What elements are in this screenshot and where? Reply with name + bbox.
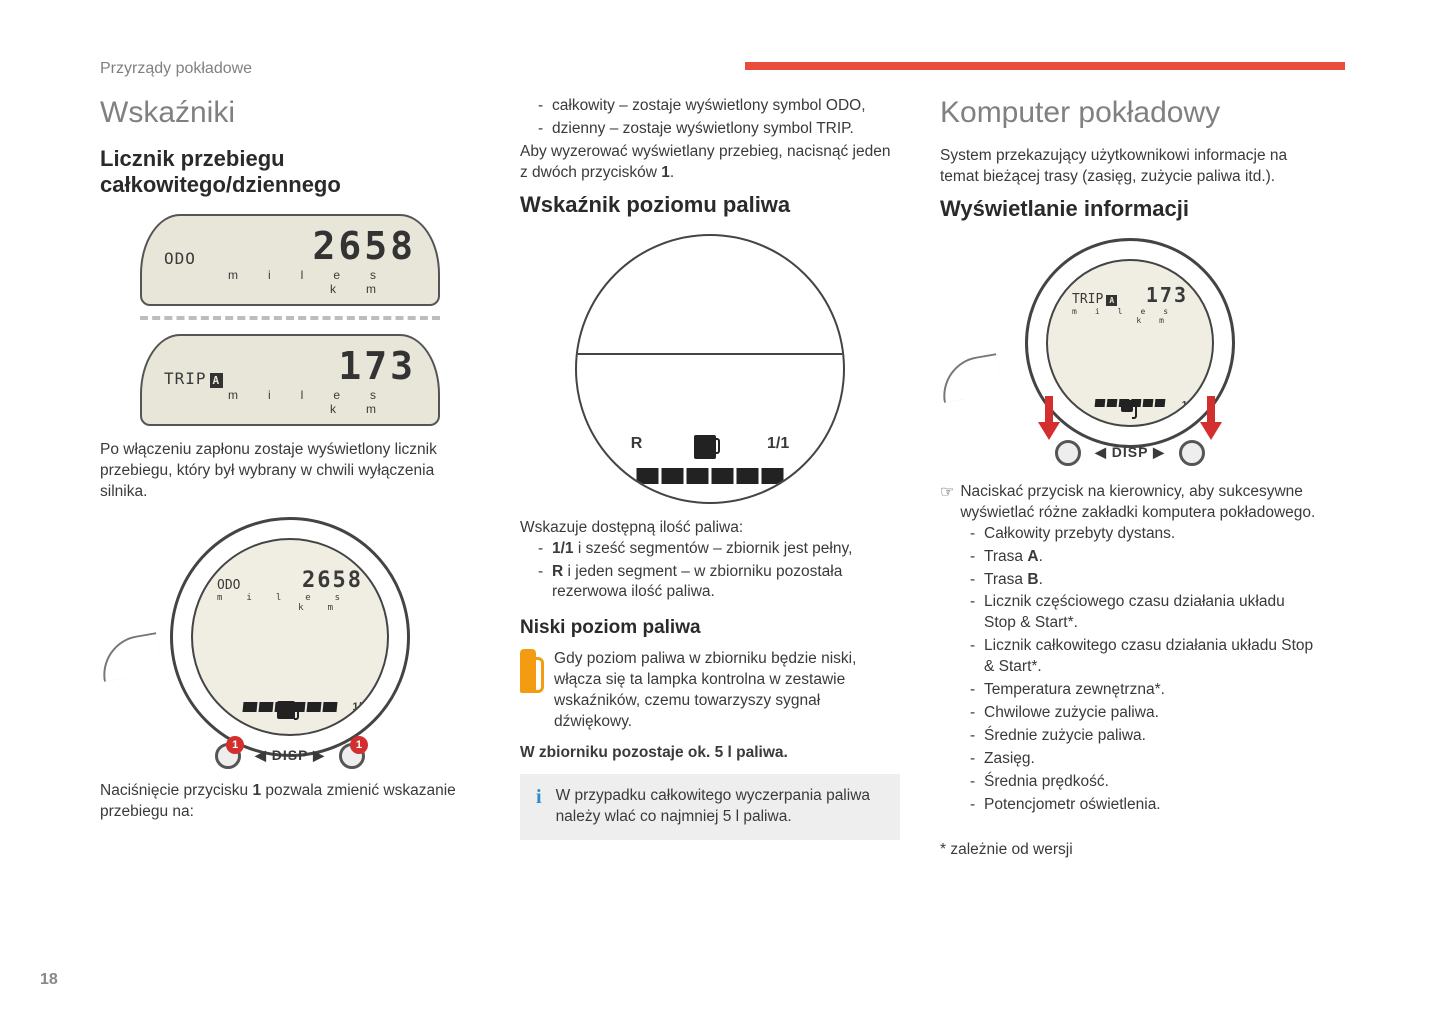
- list-item: Trasa A.: [970, 547, 1320, 568]
- list-trip-computer-tabs: Całkowity przebyty dystans. Trasa A. Tra…: [940, 524, 1320, 816]
- fuel-segments: [1095, 399, 1165, 407]
- paragraph-fuel-intro: Wskazuje dostępną ilość paliwa:: [520, 518, 900, 539]
- lcd-odo: ODO 2658 miles km: [140, 214, 440, 306]
- list-item: Całkowity przebyty dystans.: [970, 524, 1320, 545]
- caption-press-1: Naciśnięcie przycisku 1 pozwala zmienić …: [100, 781, 480, 823]
- section-title-indicators: Wskaźniki: [100, 96, 480, 130]
- footnote: * zależnie od wersji: [940, 840, 1320, 861]
- lcd-trip: TRIPA 173 miles km: [140, 334, 440, 426]
- fuel-gauge-r: R: [631, 435, 643, 464]
- list-item: Licznik całkowitego czasu działania ukła…: [970, 636, 1320, 678]
- disp-button-right[interactable]: 1: [339, 743, 365, 769]
- lcd-trip-label: TRIPA: [164, 369, 223, 388]
- disp-button-left[interactable]: 1: [215, 743, 241, 769]
- list-item: Średnia prędkość.: [970, 772, 1320, 793]
- paragraph-tc-intro: System przekazujący użytkownikowi inform…: [940, 146, 1320, 188]
- fuel-label-r: R: [212, 701, 220, 722]
- list-item: Chwilowe zużycie paliwa.: [970, 703, 1320, 724]
- list-item: dzienny – zostaje wyświetlony symbol TRI…: [538, 119, 900, 140]
- list-item: Zasięg.: [970, 749, 1320, 770]
- hand-icon: ☞: [940, 482, 960, 524]
- header-accent-bar: [745, 62, 1345, 70]
- section-title-trip-computer: Komputer pokładowy: [940, 96, 1320, 130]
- lcd-odo-units: miles km: [164, 268, 416, 296]
- fuel-segments: [243, 702, 337, 712]
- column-middle: całkowity – zostaje wyświetlony symbol O…: [520, 96, 900, 861]
- list-item: Temperatura zewnętrzna*.: [970, 680, 1320, 701]
- lcd-trip-units: miles km: [164, 388, 416, 416]
- arrow-down-icon: [1038, 396, 1060, 440]
- low-fuel-bold: W zbiorniku pozostaje ok. 5 l paliwa.: [520, 743, 900, 764]
- low-fuel-warning: Gdy poziom paliwa w zbiorniku będzie nis…: [520, 649, 900, 733]
- callout-1-right: 1: [350, 736, 368, 754]
- separator-dashed: [140, 316, 440, 320]
- subheading-odometer: Licznik przebiegu całkowitego/dziennego: [100, 146, 480, 198]
- disp-button-right[interactable]: [1179, 440, 1205, 466]
- list-odo-trip: całkowity – zostaje wyświetlony symbol O…: [520, 96, 900, 140]
- lcd-trip-value: 173: [338, 344, 416, 388]
- list-item: Trasa B.: [970, 570, 1320, 591]
- figure-lcd-pair: ODO 2658 miles km TRIPA 173 miles km: [100, 214, 480, 426]
- instruction-press: ☞ Naciskać przycisk na kierownicy, aby s…: [940, 482, 1320, 524]
- figure-fuel-gauge: R 1/1: [520, 234, 900, 504]
- disp-label: ◀ DISP ▶: [255, 747, 325, 764]
- callout-1-left: 1: [226, 736, 244, 754]
- subheading-display-info: Wyświetlanie informacji: [940, 196, 1320, 222]
- fuel-gauge-full: 1/1: [767, 435, 789, 464]
- figure-steering-wheel-2: TRIPA173 miles km R 1/1: [940, 238, 1320, 468]
- list-fuel-levels: 1/1 i sześć segmentów – zbiornik jest pe…: [520, 539, 900, 604]
- figure-steering-wheel-1: ODO2658 miles km R 1/1 1 ◀ DISP ▶: [100, 517, 480, 767]
- arrow-down-icon: [1200, 396, 1222, 440]
- fuel-segments: [637, 468, 784, 484]
- fuel-label-full: 1/1: [352, 701, 367, 722]
- caption-ignition: Po włączeniu zapłonu zostaje wyświetlony…: [100, 440, 480, 503]
- list-item: R i jeden segment – w zbiorniku pozostał…: [538, 562, 900, 604]
- list-item: Potencjometr oświetlenia.: [970, 795, 1320, 816]
- list-item: całkowity – zostaje wyświetlony symbol O…: [538, 96, 900, 117]
- subheading-low-fuel: Niski poziom paliwa: [520, 617, 900, 639]
- disp-button-left[interactable]: [1055, 440, 1081, 466]
- paragraph-reset: Aby wyzerować wyświetlany przebieg, naci…: [520, 142, 900, 184]
- low-fuel-text: Gdy poziom paliwa w zbiorniku będzie nis…: [554, 649, 900, 733]
- page-number: 18: [40, 971, 58, 989]
- fuel-warning-icon: [520, 649, 536, 693]
- info-text: W przypadku całkowitego wyczerpania pali…: [556, 786, 884, 828]
- lcd-odo-label: ODO: [164, 249, 196, 268]
- info-icon: i: [536, 786, 542, 809]
- fuel-pump-icon: [694, 435, 716, 464]
- column-left: Wskaźniki Licznik przebiegu całkowitego/…: [100, 96, 480, 861]
- list-item: 1/1 i sześć segmentów – zbiornik jest pe…: [538, 539, 900, 560]
- column-right: Komputer pokładowy System przekazujący u…: [940, 96, 1320, 861]
- info-box: i W przypadku całkowitego wyczerpania pa…: [520, 774, 900, 840]
- disp-label: ◀ DISP ▶: [1095, 444, 1165, 461]
- list-item: Licznik częściowego czasu działania ukła…: [970, 592, 1320, 634]
- subheading-fuel-gauge: Wskaźnik poziomu paliwa: [520, 192, 900, 218]
- lcd-odo-value: 2658: [312, 224, 416, 268]
- list-item: Średnie zużycie paliwa.: [970, 726, 1320, 747]
